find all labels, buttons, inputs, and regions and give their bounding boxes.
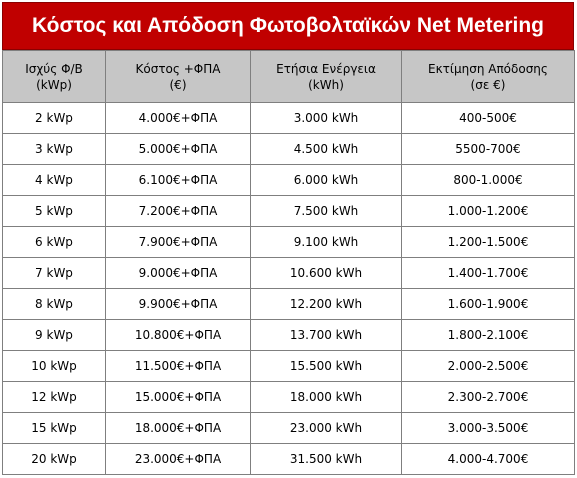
table-row: 7 kWp 9.000€+ΦΠΑ 10.600 kWh 1.400-1.700€ xyxy=(2,257,575,289)
cell-return: 800-1.000€ xyxy=(401,164,575,196)
cell-cost: 23.000€+ΦΠΑ xyxy=(105,443,251,475)
table-row: 6 kWp 7.900€+ΦΠΑ 9.100 kWh 1.200-1.500€ xyxy=(2,226,575,258)
cell-cost: 5.000€+ΦΠΑ xyxy=(105,133,251,165)
table-row: 3 kWp 5.000€+ΦΠΑ 4.500 kWh 5500-700€ xyxy=(2,133,575,165)
cell-return: 1.000-1.200€ xyxy=(401,195,575,227)
cell-power: 6 kWp xyxy=(2,226,106,258)
table-row: 15 kWp 18.000€+ΦΠΑ 23.000 kWh 3.000-3.50… xyxy=(2,412,575,444)
table-body: 2 kWp 4.000€+ΦΠΑ 3.000 kWh 400-500€ 3 kW… xyxy=(2,102,575,475)
cell-energy: 6.000 kWh xyxy=(250,164,402,196)
cell-cost: 10.800€+ΦΠΑ xyxy=(105,319,251,351)
header-power-unit: (kWp) xyxy=(36,77,72,92)
table-row: 2 kWp 4.000€+ΦΠΑ 3.000 kWh 400-500€ xyxy=(2,102,575,134)
cell-energy: 9.100 kWh xyxy=(250,226,402,258)
cell-return: 1.400-1.700€ xyxy=(401,257,575,289)
cell-power: 2 kWp xyxy=(2,102,106,134)
cell-return: 2.300-2.700€ xyxy=(401,381,575,413)
header-energy-label: Ετήσια Ενέργεια xyxy=(276,61,376,76)
cell-cost: 4.000€+ΦΠΑ xyxy=(105,102,251,134)
cell-power: 3 kWp xyxy=(2,133,106,165)
cell-return: 1.200-1.500€ xyxy=(401,226,575,258)
cell-power: 10 kWp xyxy=(2,350,106,382)
table-row: 10 kWp 11.500€+ΦΠΑ 15.500 kWh 2.000-2.50… xyxy=(2,350,575,382)
table-row: 8 kWp 9.900€+ΦΠΑ 12.200 kWh 1.600-1.900€ xyxy=(2,288,575,320)
cell-energy: 3.000 kWh xyxy=(250,102,402,134)
cell-energy: 4.500 kWh xyxy=(250,133,402,165)
cell-energy: 10.600 kWh xyxy=(250,257,402,289)
table-row: 12 kWp 15.000€+ΦΠΑ 18.000 kWh 2.300-2.70… xyxy=(2,381,575,413)
cell-energy: 12.200 kWh xyxy=(250,288,402,320)
cell-energy: 31.500 kWh xyxy=(250,443,402,475)
cell-return: 2.000-2.500€ xyxy=(401,350,575,382)
cell-return: 1.600-1.900€ xyxy=(401,288,575,320)
table-header: Ισχύς Φ/Β (kWp) Κόστος +ΦΠΑ (€) Ετήσια Ε… xyxy=(2,50,575,103)
cell-energy: 15.500 kWh xyxy=(250,350,402,382)
header-power: Ισχύς Φ/Β (kWp) xyxy=(2,50,106,103)
cell-cost: 9.000€+ΦΠΑ xyxy=(105,257,251,289)
cell-energy: 23.000 kWh xyxy=(250,412,402,444)
cell-cost: 6.100€+ΦΠΑ xyxy=(105,164,251,196)
table-title: Κόστος και Απόδοση Φωτοβολταϊκών Net Met… xyxy=(2,2,574,50)
cell-cost: 7.900€+ΦΠΑ xyxy=(105,226,251,258)
cell-power: 7 kWp xyxy=(2,257,106,289)
cell-power: 5 kWp xyxy=(2,195,106,227)
header-return: Εκτίμηση Απόδοσης (σε €) xyxy=(401,50,575,103)
header-power-label: Ισχύς Φ/Β xyxy=(25,61,83,76)
cell-power: 12 kWp xyxy=(2,381,106,413)
header-cost-unit: (€) xyxy=(169,77,187,92)
cell-cost: 15.000€+ΦΠΑ xyxy=(105,381,251,413)
cell-return: 4.000-4.700€ xyxy=(401,443,575,475)
cell-cost: 7.200€+ΦΠΑ xyxy=(105,195,251,227)
cell-return: 5500-700€ xyxy=(401,133,575,165)
cell-power: 8 kWp xyxy=(2,288,106,320)
cell-return: 400-500€ xyxy=(401,102,575,134)
header-cost-label: Κόστος +ΦΠΑ xyxy=(135,61,221,76)
table-row: 20 kWp 23.000€+ΦΠΑ 31.500 kWh 4.000-4.70… xyxy=(2,443,575,475)
cell-energy: 13.700 kWh xyxy=(250,319,402,351)
table-row: 5 kWp 7.200€+ΦΠΑ 7.500 kWh 1.000-1.200€ xyxy=(2,195,575,227)
cell-cost: 18.000€+ΦΠΑ xyxy=(105,412,251,444)
cell-energy: 7.500 kWh xyxy=(250,195,402,227)
table-row: 9 kWp 10.800€+ΦΠΑ 13.700 kWh 1.800-2.100… xyxy=(2,319,575,351)
header-cost: Κόστος +ΦΠΑ (€) xyxy=(105,50,251,103)
cell-return: 1.800-2.100€ xyxy=(401,319,575,351)
cell-power: 4 kWp xyxy=(2,164,106,196)
header-row: Ισχύς Φ/Β (kWp) Κόστος +ΦΠΑ (€) Ετήσια Ε… xyxy=(2,50,575,103)
cell-cost: 9.900€+ΦΠΑ xyxy=(105,288,251,320)
cell-power: 9 kWp xyxy=(2,319,106,351)
cell-power: 20 kWp xyxy=(2,443,106,475)
header-return-label: Εκτίμηση Απόδοσης xyxy=(428,61,548,76)
pv-cost-table: Ισχύς Φ/Β (kWp) Κόστος +ΦΠΑ (€) Ετήσια Ε… xyxy=(2,50,575,475)
table-row: 4 kWp 6.100€+ΦΠΑ 6.000 kWh 800-1.000€ xyxy=(2,164,575,196)
cell-energy: 18.000 kWh xyxy=(250,381,402,413)
cell-power: 15 kWp xyxy=(2,412,106,444)
header-energy: Ετήσια Ενέργεια (kWh) xyxy=(250,50,402,103)
header-energy-unit: (kWh) xyxy=(308,77,344,92)
cell-return: 3.000-3.500€ xyxy=(401,412,575,444)
cell-cost: 11.500€+ΦΠΑ xyxy=(105,350,251,382)
header-return-unit: (σε €) xyxy=(470,77,506,92)
